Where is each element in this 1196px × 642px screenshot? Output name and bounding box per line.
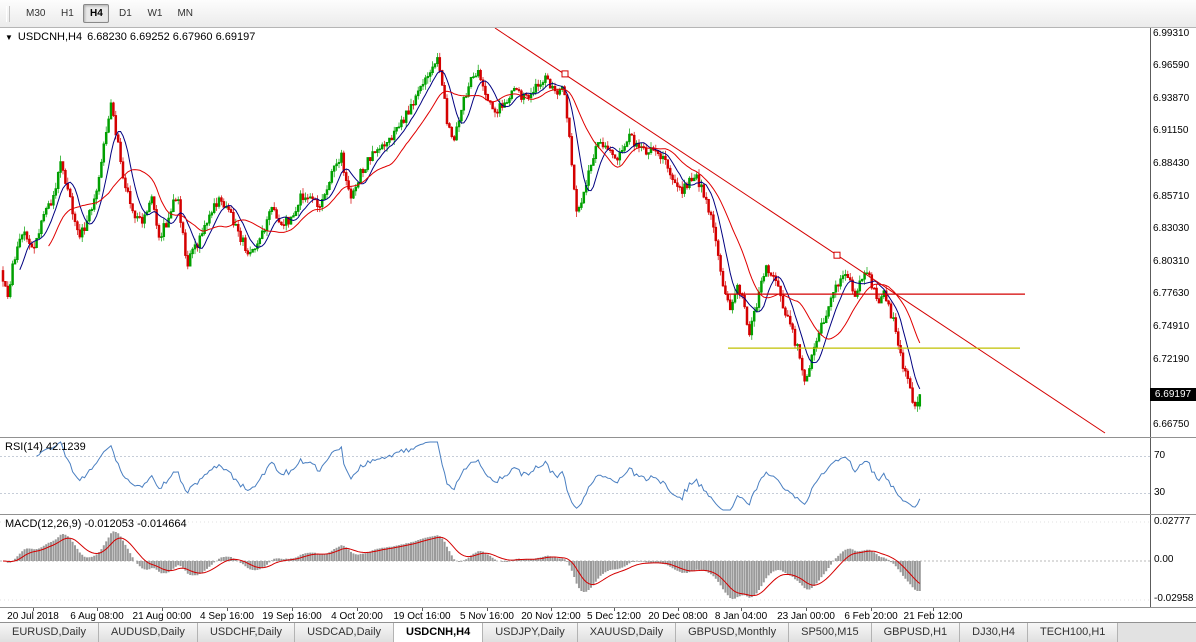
macd-axis-min-label: -0.02958 bbox=[1154, 593, 1194, 604]
price-axis-label: 6.66750 bbox=[1153, 418, 1190, 430]
timeframe-buttons: M30 H1 H4 D1 W1 MN bbox=[20, 4, 199, 23]
macd-panel[interactable]: MACD(12,26,9) -0.012053 -0.014664 0.0277… bbox=[0, 514, 1196, 607]
rsi-label: RSI(14) 42.1239 bbox=[5, 441, 86, 453]
macd-label: MACD(12,26,9) -0.012053 -0.014664 bbox=[5, 518, 187, 530]
time-axis-tick bbox=[33, 608, 34, 611]
price-axis-label: 6.91150 bbox=[1153, 125, 1189, 137]
time-axis-label: 4 Sep 16:00 bbox=[200, 611, 254, 622]
chart-tab-gbpusd-monthly[interactable]: GBPUSD,Monthly bbox=[676, 623, 790, 642]
time-axis-label: 4 Oct 20:00 bbox=[331, 611, 383, 622]
timeframe-button-h1[interactable]: H1 bbox=[61, 8, 74, 19]
rsi-panel[interactable]: RSI(14) 42.1239 70 30 bbox=[0, 437, 1196, 514]
time-axis[interactable]: 20 Jul 2018 6 Aug 08:00 21 Aug 00:00 4 Sep … bbox=[0, 607, 1196, 622]
time-axis-label: 6 Feb 20:00 bbox=[844, 611, 898, 622]
time-axis-tick bbox=[678, 608, 679, 611]
time-axis-label: 5 Nov 16:00 bbox=[460, 611, 514, 622]
chart-marker-icon: ▼ bbox=[5, 33, 13, 42]
time-axis-label: 21 Aug 00:00 bbox=[132, 611, 192, 622]
chart-title: ▼ USDCNH,H4 6.68230 6.69252 6.67960 6.69… bbox=[5, 31, 255, 43]
price-axis-label: 6.85710 bbox=[1153, 190, 1190, 202]
price-axis-label: 6.96590 bbox=[1153, 60, 1190, 72]
time-axis-tick bbox=[487, 608, 488, 611]
price-axis-label: 6.77630 bbox=[1153, 288, 1190, 300]
time-axis-tick bbox=[357, 608, 358, 611]
time-axis-label: 20 Jul 2018 bbox=[7, 611, 59, 622]
chart-tab-usdchf-daily[interactable]: USDCHF,Daily bbox=[197, 623, 296, 642]
macd-axis-zero-label: 0.00 bbox=[1154, 554, 1174, 565]
current-price-box: 6.69197 bbox=[1150, 388, 1196, 401]
time-axis-tick bbox=[806, 608, 807, 611]
time-axis-label: 19 Sep 16:00 bbox=[262, 611, 322, 622]
chart-tab-bar: EURUSD,Daily AUDUSD,Daily USDCHF,Daily USDC… bbox=[0, 622, 1196, 642]
time-axis-tick bbox=[933, 608, 934, 611]
time-axis-label: 8 Jan 04:00 bbox=[714, 611, 768, 622]
toolbar-grip-handle[interactable] bbox=[6, 5, 10, 22]
time-axis-label: 23 Jan 00:00 bbox=[777, 611, 835, 622]
time-axis-label: 5 Dec 12:00 bbox=[587, 611, 641, 622]
chart-tab-eurusd-daily[interactable]: EURUSD,Daily bbox=[0, 623, 99, 642]
price-axis-label: 6.83030 bbox=[1153, 223, 1190, 235]
chart-tab-tech100-h1[interactable]: TECH100,H1 bbox=[1027, 623, 1119, 642]
timeframe-button-m30[interactable]: M30 bbox=[26, 8, 46, 19]
time-axis-tick bbox=[292, 608, 293, 611]
timeframe-button-mn[interactable]: MN bbox=[177, 8, 194, 19]
price-axis-label: 6.74910 bbox=[1153, 320, 1190, 332]
chart-symbol-period: USDCNH,H4 bbox=[17, 31, 83, 43]
chart-ohlc-values: 6.68230 6.69252 6.67960 6.69197 bbox=[87, 31, 256, 43]
time-axis-label: 20 Dec 08:00 bbox=[648, 611, 708, 622]
macd-chart bbox=[0, 515, 1151, 607]
price-axis-label: 6.72190 bbox=[1153, 353, 1190, 365]
time-axis-label: 6 Aug 08:00 bbox=[70, 611, 124, 622]
time-axis-label: 20 Nov 12:00 bbox=[521, 611, 581, 622]
time-axis-tick bbox=[227, 608, 228, 611]
chart-tab-sp500-m15[interactable]: SP500,M15 bbox=[789, 623, 872, 642]
time-axis-tick bbox=[741, 608, 742, 611]
chart-tab-gbpusd-h1[interactable]: GBPUSD,H1 bbox=[871, 623, 961, 642]
main-chart-panel[interactable]: ▼ USDCNH,H4 6.68230 6.69252 6.67960 6.69… bbox=[0, 28, 1196, 437]
price-axis-label: 6.99310 bbox=[1153, 27, 1190, 39]
macd-axis-max-label: 0.02777 bbox=[1154, 516, 1191, 527]
time-axis-tick bbox=[614, 608, 615, 611]
time-axis-tick bbox=[871, 608, 872, 611]
chart-tab-xauusd-daily[interactable]: XAUUSD,Daily bbox=[577, 623, 677, 642]
rsi-level-70-label: 70 bbox=[1154, 450, 1166, 461]
rsi-chart bbox=[0, 438, 1151, 514]
time-axis-label: 19 Oct 16:00 bbox=[393, 611, 451, 622]
rsi-level-30-label: 30 bbox=[1154, 487, 1166, 498]
timeframe-button-d1[interactable]: D1 bbox=[119, 8, 132, 19]
time-axis-tick bbox=[97, 608, 98, 611]
time-axis-tick bbox=[422, 608, 423, 611]
chart-tab-usdjpy-daily[interactable]: USDJPY,Daily bbox=[483, 623, 578, 642]
price-axis-label: 6.80310 bbox=[1153, 255, 1190, 267]
chart-tab-dj30-h4[interactable]: DJ30,H4 bbox=[960, 623, 1028, 642]
time-axis-tick bbox=[551, 608, 552, 611]
timeframe-button-h4[interactable]: H4 bbox=[83, 4, 110, 23]
chart-tab-usdcad-daily[interactable]: USDCAD,Daily bbox=[295, 623, 395, 642]
time-axis-label: 21 Feb 12:00 bbox=[903, 611, 963, 622]
price-axis-label: 6.88430 bbox=[1153, 157, 1190, 169]
timeframe-button-w1[interactable]: W1 bbox=[147, 8, 163, 19]
time-axis-tick bbox=[162, 608, 163, 611]
chart-tab-usdcnh-h4[interactable]: USDCNH,H4 bbox=[394, 623, 484, 642]
chart-tab-audusd-daily[interactable]: AUDUSD,Daily bbox=[98, 623, 198, 642]
timeframe-toolbar: M30 H1 H4 D1 W1 MN bbox=[0, 0, 1196, 28]
candlestick-chart[interactable] bbox=[0, 28, 1196, 437]
price-axis-label: 6.93870 bbox=[1153, 92, 1190, 104]
